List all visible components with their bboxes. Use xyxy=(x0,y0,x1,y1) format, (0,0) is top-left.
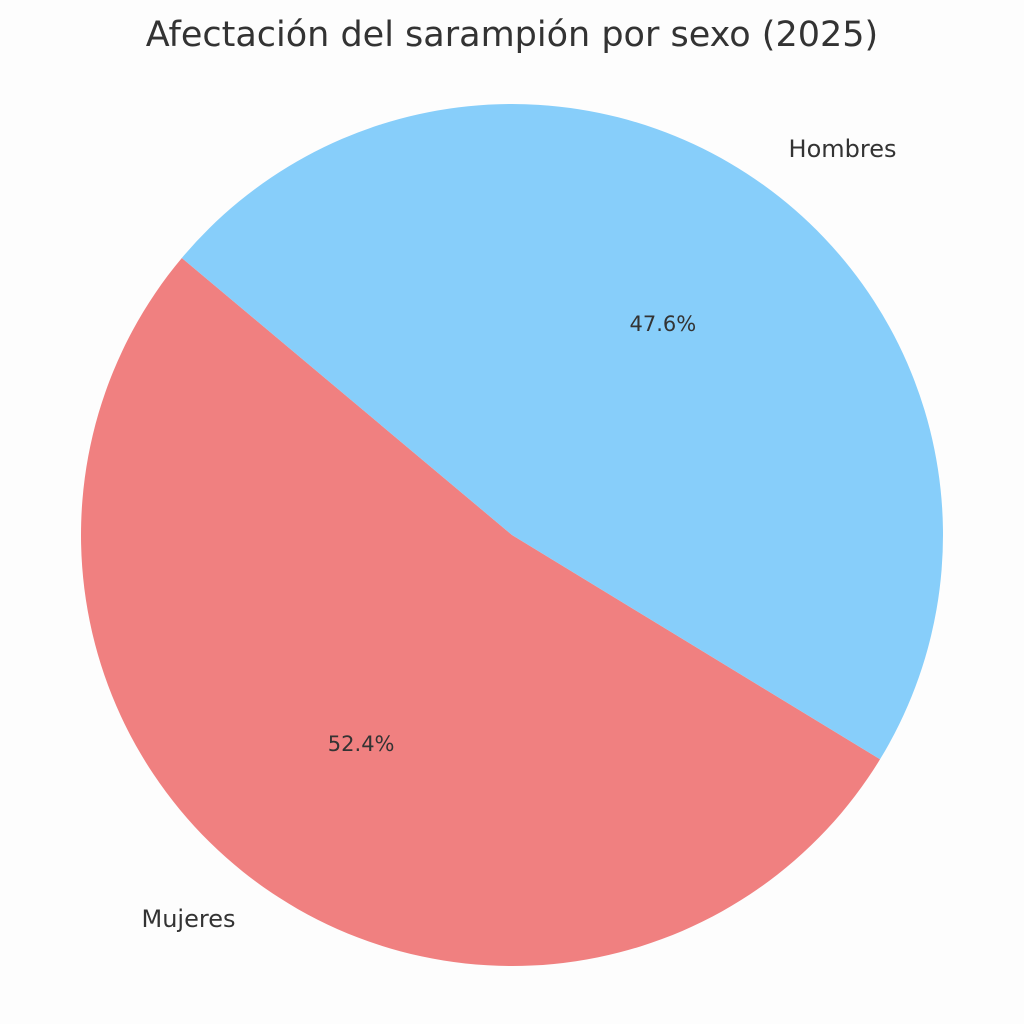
slice-label: Mujeres xyxy=(142,905,236,933)
pie-slice xyxy=(181,104,943,760)
chart-title: Afectación del sarampión por sexo (2025) xyxy=(146,15,878,55)
slice-label: Hombres xyxy=(789,135,897,163)
pie-slice xyxy=(80,257,881,967)
value-label: 52.4% xyxy=(328,732,395,756)
value-label: 47.6% xyxy=(629,312,696,336)
